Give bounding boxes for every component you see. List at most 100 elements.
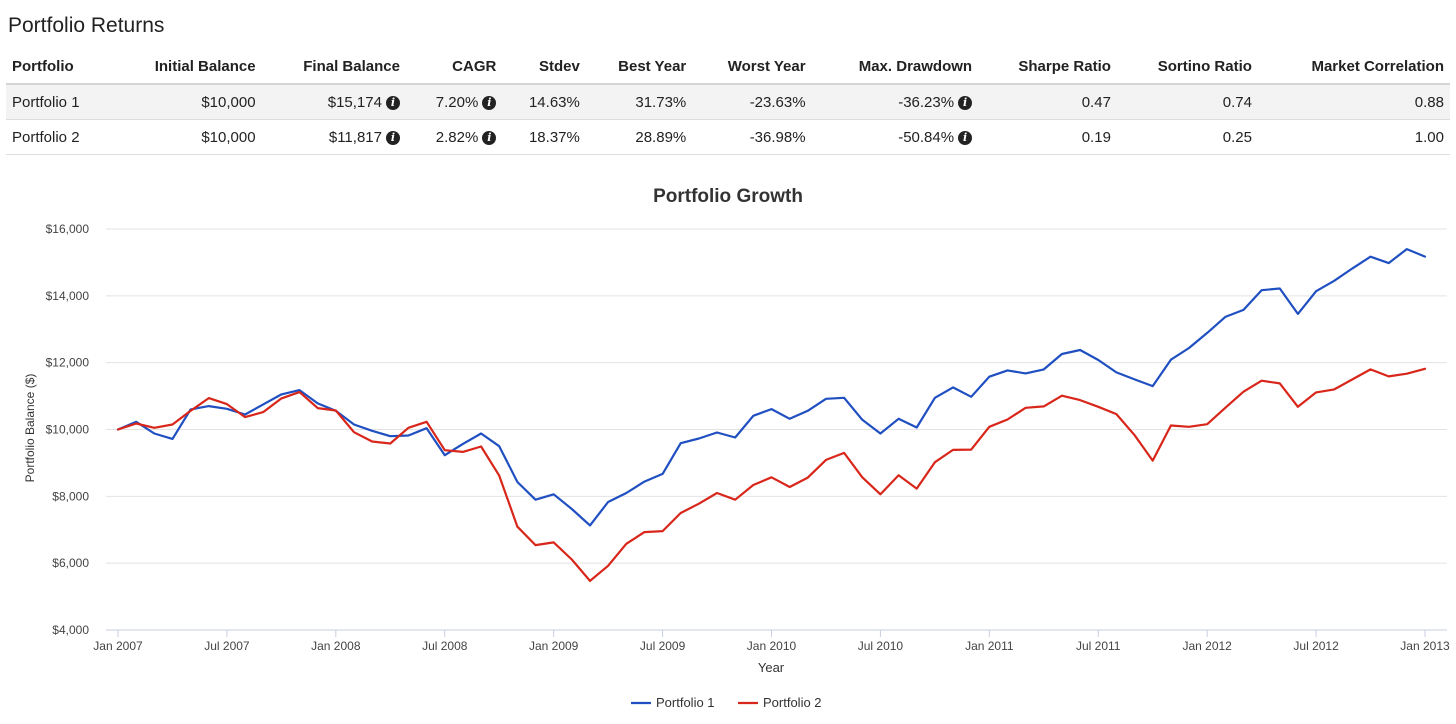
cell-value: 28.89%	[635, 128, 687, 146]
x-tick-label: Jan 2010	[747, 639, 797, 653]
table-cell: 0.19	[978, 119, 1117, 155]
table-cell: -50.84% i	[811, 119, 979, 155]
table-cell: -36.98%	[692, 119, 812, 155]
table-cell: 2.82% i	[405, 119, 503, 155]
table-cell: 0.88	[1257, 84, 1450, 120]
column-header: Initial Balance	[111, 50, 262, 85]
legend-item[interactable]: Portfolio 2	[738, 695, 822, 710]
cell-value: 18.37%	[528, 128, 580, 146]
chart-series	[116, 247, 1427, 582]
y-tick-label: $16,000	[46, 222, 90, 236]
y-tick-label: $8,000	[52, 489, 89, 503]
x-tick-label: Jul 2011	[1076, 639, 1121, 653]
x-tick-label: Jul 2007	[204, 639, 250, 653]
y-tick-label: $4,000	[52, 623, 89, 637]
cell-value: 0.25	[1222, 128, 1252, 146]
cell-value: Portfolio 2	[12, 128, 80, 146]
chart-legend: Portfolio 1 Portfolio 2	[631, 695, 822, 710]
cell-value: $11,817	[328, 128, 382, 146]
table-cell: 28.89%	[585, 119, 693, 155]
cell-value: 0.19	[1081, 128, 1111, 146]
table-cell: $10,000	[111, 84, 262, 120]
chart-grid	[106, 228, 1447, 564]
table-cell: 0.74	[1116, 84, 1258, 120]
y-tick-label: $6,000	[52, 556, 89, 570]
x-tick-label: Jan 2012	[1182, 639, 1232, 653]
cell-value: -23.63%	[749, 93, 806, 111]
table-cell: $15,174 i	[261, 84, 406, 120]
cell-value: 31.73%	[635, 93, 687, 111]
y-axis-label: Portfolio Balance ($)	[23, 374, 37, 483]
x-tick-label: Jan 2007	[93, 639, 143, 653]
info-circle-icon[interactable]: i	[482, 130, 497, 145]
column-header: Best Year	[585, 50, 693, 85]
table-cell: -23.63%	[692, 84, 812, 120]
info-circle-icon[interactable]: i	[958, 130, 973, 145]
x-axis-label: Year	[758, 660, 785, 675]
table-cell: 14.63%	[502, 84, 586, 120]
series-line-portfolio-2	[116, 367, 1427, 582]
column-header: Stdev	[502, 50, 586, 85]
cell-value: 0.88	[1414, 93, 1444, 111]
cell-value: -36.98%	[749, 128, 806, 146]
cell-value: 0.74	[1222, 93, 1252, 111]
cell-value: 1.00	[1414, 128, 1444, 146]
legend-label: Portfolio 2	[763, 695, 822, 710]
info-circle-icon[interactable]: i	[385, 95, 400, 110]
table-cell: 18.37%	[502, 119, 586, 155]
info-circle-icon[interactable]: i	[958, 95, 973, 110]
info-circle-icon[interactable]: i	[482, 95, 497, 110]
column-header: Market Correlation	[1257, 50, 1450, 85]
y-tick-label: $12,000	[46, 356, 90, 370]
x-tick-label: Jul 2012	[1293, 639, 1339, 653]
x-tick-label: Jul 2010	[858, 639, 904, 653]
page-title: Portfolio Returns	[8, 14, 165, 37]
column-header: Final Balance	[261, 50, 406, 85]
y-axis: $4,000 $6,000 $8,000 $10,000 $12,000 $14,000 $…	[46, 222, 90, 637]
x-tick-label: Jul 2008	[422, 639, 468, 653]
table-cell: -36.23% i	[811, 84, 979, 120]
cell-value: $10,000	[201, 128, 256, 146]
x-axis: Jan 2007 Jul 2007 Jan 2008 Jul 2008 Jan 2009…	[93, 629, 1450, 653]
x-tick-label: Jan 2013	[1400, 639, 1450, 653]
portfolio-growth-chart: Portfolio Growth $4,000 $6,000 $8,000 $10,0…	[23, 186, 1450, 710]
y-tick-label: $10,000	[46, 423, 90, 437]
x-tick-label: Jan 2008	[311, 639, 361, 653]
column-header: Max. Drawdown	[811, 50, 979, 85]
column-header: Sharpe Ratio	[978, 50, 1117, 85]
column-header: Worst Year	[692, 50, 812, 85]
table-cell: Portfolio 2	[6, 119, 112, 155]
legend-label: Portfolio 1	[656, 695, 715, 710]
column-header: CAGR	[405, 50, 503, 85]
table-row: Portfolio 2 $10,000 $11,817 i 2.82% i 18.37% 28…	[6, 119, 1450, 155]
x-tick-label: Jan 2011	[965, 639, 1014, 653]
table-cell: 0.25	[1116, 119, 1258, 155]
table-cell: 0.47	[978, 84, 1117, 120]
portfolio-returns-table: Portfolio Initial Balance Final Balance …	[6, 50, 1450, 155]
table-cell: $11,817 i	[261, 119, 406, 155]
table-cell: 1.00	[1257, 119, 1450, 155]
y-tick-label: $14,000	[46, 289, 90, 303]
column-header: Sortino Ratio	[1116, 50, 1258, 85]
cell-value: Portfolio 1	[12, 93, 80, 111]
cell-value: -50.84%	[898, 128, 955, 146]
cell-value: 0.47	[1081, 93, 1111, 111]
table-cell: Portfolio 1	[6, 84, 112, 120]
cell-value: $10,000	[201, 93, 256, 111]
table-cell: 7.20% i	[405, 84, 503, 120]
info-circle-icon[interactable]: i	[385, 130, 400, 145]
table-cell: 31.73%	[585, 84, 693, 120]
x-tick-label: Jul 2009	[640, 639, 686, 653]
cell-value: $15,174	[327, 93, 382, 111]
series-line-portfolio-1	[116, 247, 1427, 527]
column-header: Portfolio	[6, 50, 112, 85]
legend-item[interactable]: Portfolio 1	[631, 695, 715, 710]
chart-title: Portfolio Growth	[653, 186, 803, 207]
cell-value: 2.82%	[435, 128, 479, 146]
cell-value: 14.63%	[528, 93, 580, 111]
table-header-row: Portfolio Initial Balance Final Balance …	[6, 50, 1450, 85]
x-tick-label: Jan 2009	[529, 639, 579, 653]
table-row: Portfolio 1 $10,000 $15,174 i 7.20% i 14.63% 31…	[6, 84, 1450, 120]
table-cell: $10,000	[111, 119, 262, 155]
cell-value: -36.23%	[898, 93, 955, 111]
